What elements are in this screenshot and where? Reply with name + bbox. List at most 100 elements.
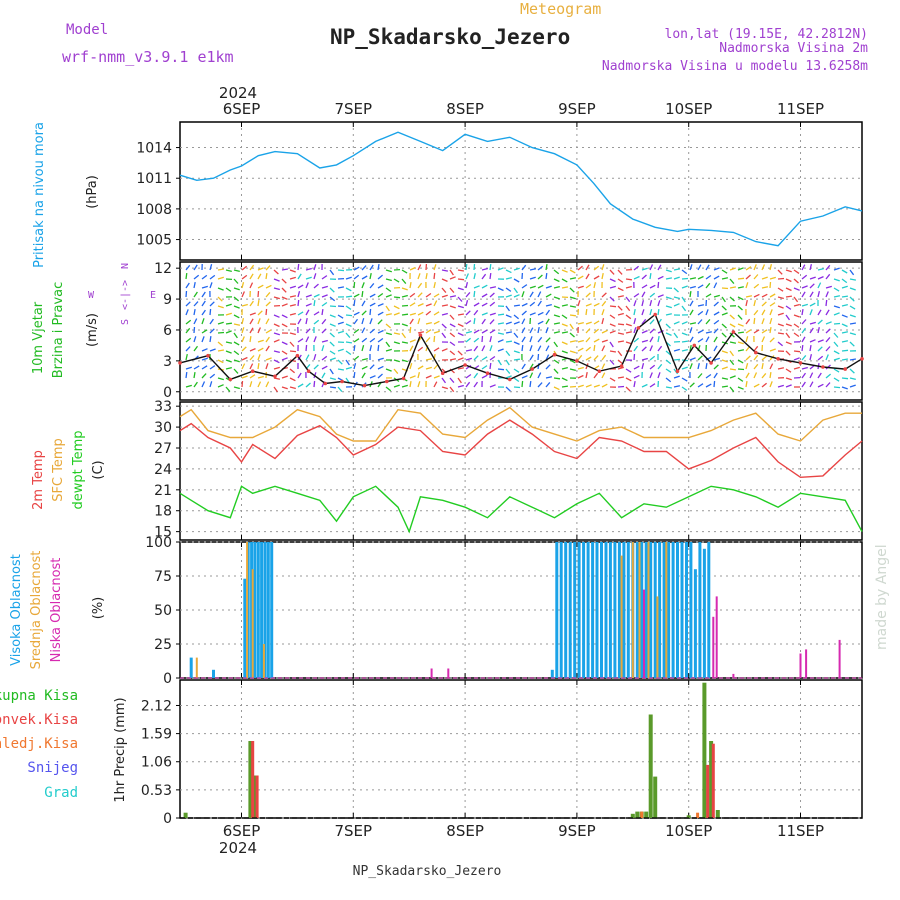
wind-barb — [473, 285, 480, 289]
wind-barb — [337, 286, 345, 289]
wind-barb — [313, 380, 316, 388]
wind-barb — [553, 285, 560, 289]
wind-barb — [713, 380, 716, 388]
wind-barb — [449, 314, 455, 320]
wind-barb — [489, 336, 493, 343]
wind-barb — [217, 377, 224, 381]
wind-barb — [601, 264, 605, 271]
wind-barb — [409, 292, 416, 298]
wind-barb — [761, 301, 767, 307]
temp-unit: (C) — [91, 460, 106, 479]
wind-gust-marker — [860, 357, 864, 361]
cloud-unit: (%) — [91, 597, 106, 620]
wind-barb — [321, 285, 328, 289]
wind-barb — [257, 375, 264, 379]
wind-barb — [721, 305, 727, 311]
wind-barb — [465, 310, 471, 316]
model-name: wrf-nmm_v3.9.1 e1km — [62, 48, 234, 66]
high-cloud-bar — [608, 542, 612, 678]
wind-barb — [689, 285, 696, 289]
day-label-bottom: 11SEP — [777, 822, 824, 840]
high-cloud-bar — [644, 542, 648, 678]
wind-barb — [545, 293, 552, 298]
wind-barb — [577, 321, 584, 325]
wind-barb — [585, 292, 591, 298]
high-cloud-bar — [586, 542, 590, 678]
wind-barb — [369, 375, 376, 379]
wind-barb — [809, 302, 816, 307]
wind-barb — [745, 380, 748, 388]
wind-barb — [545, 364, 551, 370]
wind-barb — [481, 302, 488, 307]
wind-barb — [713, 345, 718, 352]
wind-barb — [721, 385, 728, 388]
wind-barb — [241, 318, 245, 325]
wind-barb — [825, 382, 831, 388]
wind-barb — [633, 293, 640, 298]
wind-barb — [657, 294, 664, 298]
wind-barb — [249, 318, 254, 325]
wind-barb — [529, 336, 533, 343]
wind-barb — [361, 357, 368, 361]
wind-barb — [689, 363, 693, 370]
wind-barb — [249, 336, 252, 343]
wind-barb — [393, 278, 400, 283]
wind-barb — [529, 285, 536, 289]
mid-cloud-bar — [656, 596, 659, 678]
wind-barb — [745, 329, 752, 334]
wind-barb — [761, 336, 766, 343]
wind-barb — [449, 377, 455, 384]
wind-barb — [481, 329, 488, 334]
wind-barb — [465, 330, 472, 334]
wind-barb — [449, 332, 456, 338]
wind-barb — [217, 359, 224, 364]
wind-barb — [833, 267, 840, 271]
wind-barb — [609, 350, 617, 353]
wind-barb — [297, 338, 304, 343]
wind-barb — [713, 301, 719, 307]
y-tick-label: 25 — [154, 637, 172, 653]
wind-barb — [449, 323, 456, 328]
y-tick-label: 0 — [163, 385, 172, 401]
total-precip-bar — [709, 741, 714, 818]
wind-barb — [249, 312, 256, 316]
wind-barb — [809, 283, 815, 289]
wind-barb — [321, 339, 328, 343]
wind-barb — [713, 275, 720, 280]
precip-snow-label: Snijeg — [27, 760, 78, 776]
wind-barb — [329, 332, 335, 338]
wind-barb — [841, 340, 849, 343]
wind-barb — [281, 278, 287, 284]
wind-barb — [409, 363, 413, 370]
wind-barb — [753, 345, 759, 352]
wind-barb — [689, 264, 693, 271]
wind-barb — [649, 273, 652, 280]
wind-barb — [473, 337, 480, 343]
wind-gust-marker — [653, 312, 657, 317]
wind-barb — [257, 347, 264, 352]
wind-barb — [377, 365, 384, 370]
wind-barb — [193, 345, 199, 352]
wind-barb — [289, 386, 296, 390]
wind-barb — [641, 383, 648, 388]
wind-barb — [385, 386, 392, 392]
wind-barb — [801, 327, 807, 334]
wind-barb — [681, 296, 686, 303]
wind-barb — [505, 368, 511, 375]
elevation-label: Nadmorska Visina 2m — [719, 41, 868, 56]
wind-barb — [633, 308, 636, 316]
wind-barb — [433, 375, 440, 379]
wind-barb — [377, 373, 383, 379]
wind-barb — [417, 365, 424, 370]
wind-gust-marker — [250, 369, 255, 374]
wind-barb — [529, 372, 534, 379]
wind-barb — [537, 300, 542, 307]
wind-barb — [297, 291, 301, 298]
wind-barb — [689, 322, 697, 325]
wind-barb — [729, 359, 735, 366]
wind-barb — [577, 275, 584, 280]
wind-barb — [201, 329, 208, 334]
wind-barb — [537, 284, 544, 289]
wind-barb — [577, 384, 584, 388]
wind-barb — [321, 355, 328, 361]
